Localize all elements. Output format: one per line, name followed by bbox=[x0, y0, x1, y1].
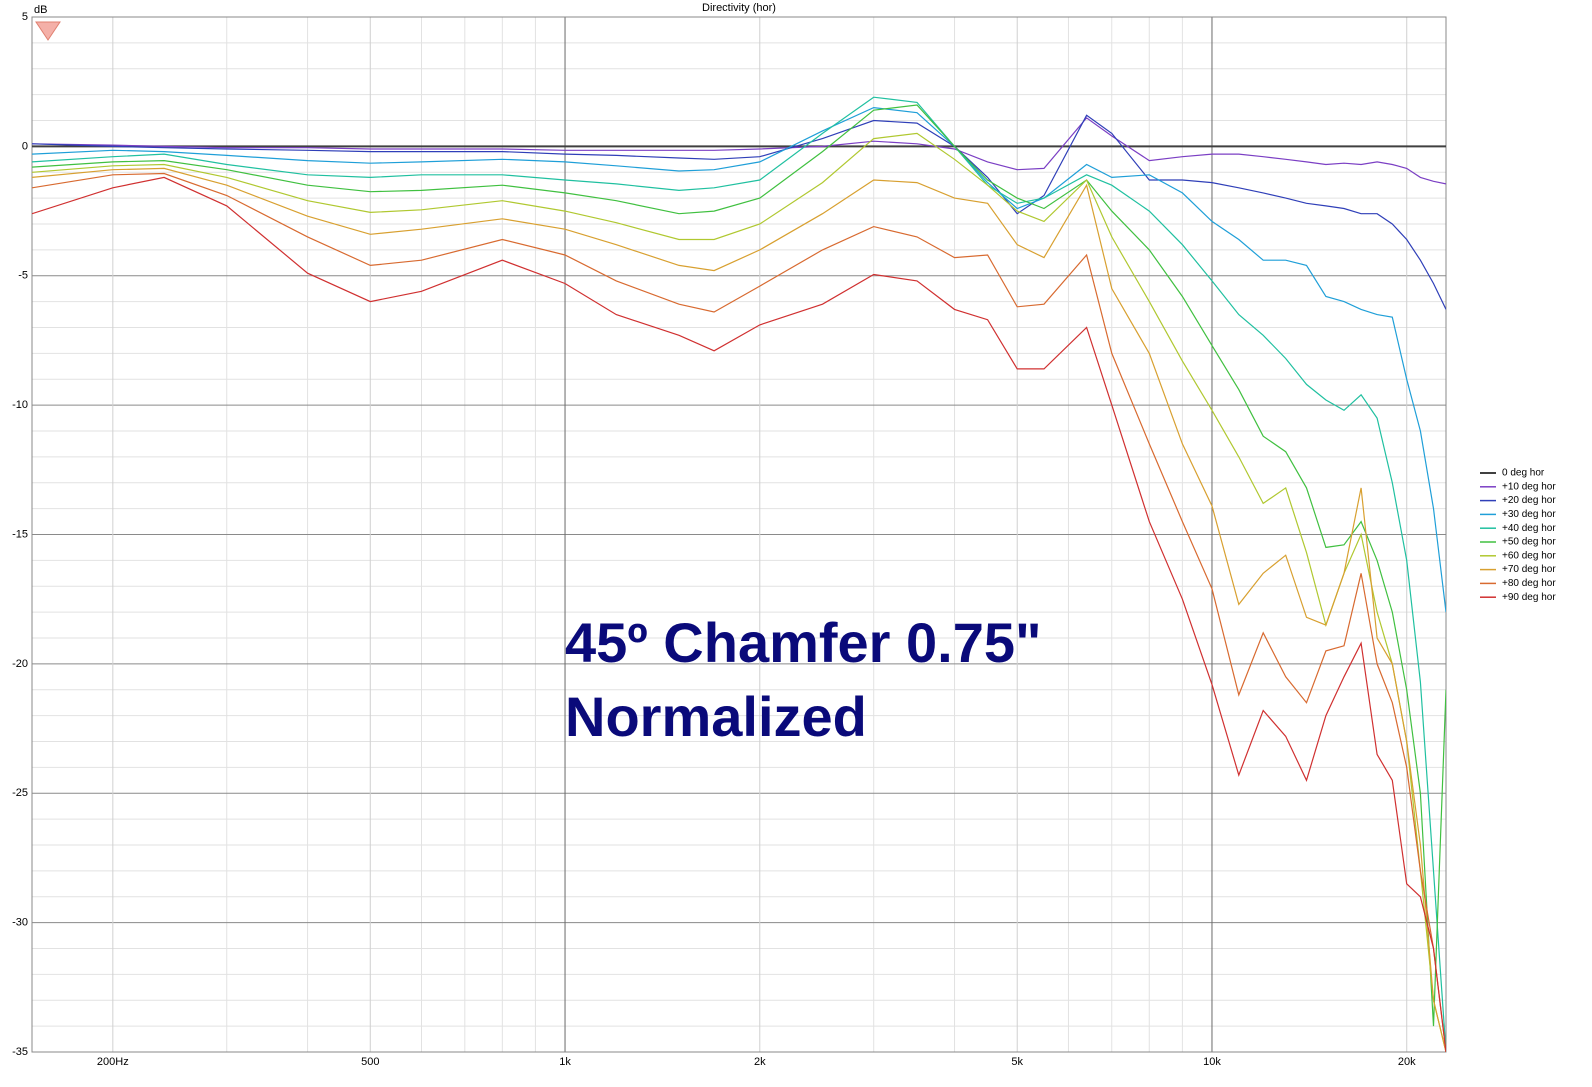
logo bbox=[35, 21, 61, 41]
legend-label: +40 deg hor bbox=[1502, 523, 1556, 534]
series-line bbox=[32, 104, 1446, 1027]
y-tick-label: 5 bbox=[22, 11, 28, 23]
x-tick-label: 500 bbox=[361, 1056, 379, 1068]
legend-label: +10 deg hor bbox=[1502, 481, 1556, 492]
series-line bbox=[32, 176, 1446, 1052]
series-line bbox=[32, 117, 1446, 185]
y-axis-label: dB bbox=[34, 4, 47, 16]
x-tick-label: 1k bbox=[559, 1056, 571, 1068]
series-line bbox=[32, 114, 1446, 310]
series-line bbox=[32, 172, 1446, 1052]
y-tick-label: -25 bbox=[12, 787, 28, 799]
grid bbox=[32, 16, 1446, 1053]
x-tick-label: 5k bbox=[1011, 1056, 1023, 1068]
x-tick-label: 20k bbox=[1398, 1056, 1416, 1068]
legend-label: 0 deg hor bbox=[1502, 468, 1545, 479]
y-tick-label: -5 bbox=[18, 270, 28, 282]
y-tick-label: -20 bbox=[12, 658, 28, 670]
y-tick-label: -15 bbox=[12, 528, 28, 540]
x-tick-label: 200Hz bbox=[97, 1056, 129, 1068]
legend-label: +50 deg hor bbox=[1502, 537, 1556, 548]
legend-label: +20 deg hor bbox=[1502, 495, 1556, 506]
series-line bbox=[32, 167, 1446, 1052]
legend-label: +80 deg hor bbox=[1502, 578, 1556, 589]
x-tick-label: 10k bbox=[1203, 1056, 1221, 1068]
legend-label: +70 deg hor bbox=[1502, 564, 1556, 575]
x-tick-label: 2k bbox=[754, 1056, 766, 1068]
plot-frame bbox=[31, 16, 1447, 1053]
legend-label: +60 deg hor bbox=[1502, 550, 1556, 561]
y-tick-label: -30 bbox=[12, 917, 28, 929]
y-tick-label: -35 bbox=[12, 1046, 28, 1058]
y-tick-label: 0 bbox=[22, 140, 28, 152]
series-line bbox=[32, 132, 1446, 1052]
legend-label: +90 deg hor bbox=[1502, 592, 1556, 603]
legend-label: +30 deg hor bbox=[1502, 509, 1556, 520]
annotation: 45º Chamfer 0.75" bbox=[565, 611, 1042, 674]
series-line bbox=[32, 96, 1446, 1052]
annotation: Normalized bbox=[565, 685, 867, 748]
y-tick-label: -10 bbox=[12, 399, 28, 411]
chart-title: Directivity (hor) bbox=[702, 2, 776, 14]
